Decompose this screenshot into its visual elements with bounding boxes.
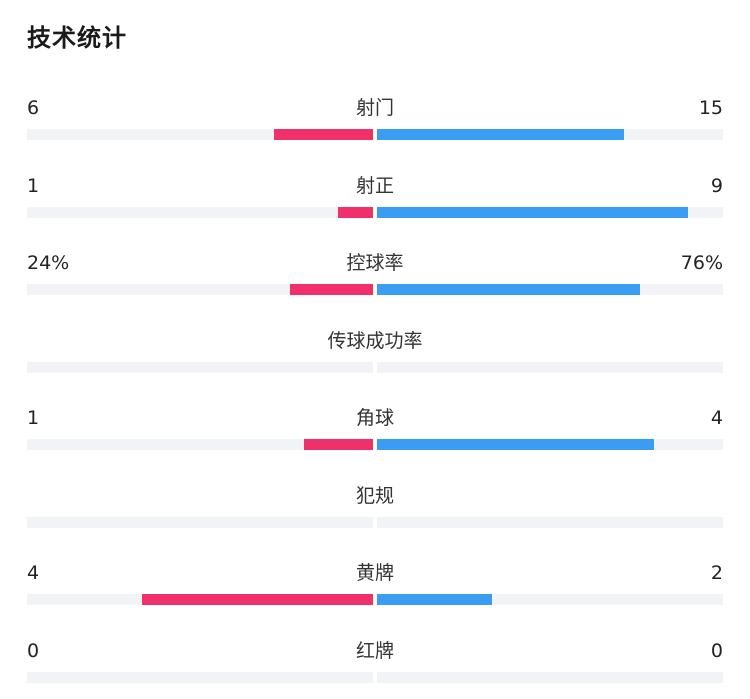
home-bar <box>338 207 373 218</box>
away-track <box>377 439 723 450</box>
away-value: 2 <box>710 562 723 584</box>
stat-label: 红牌 <box>355 640 394 662</box>
away-bar <box>377 594 492 605</box>
away-bar <box>377 284 640 295</box>
away-track <box>377 129 723 140</box>
stat-row: 犯规 <box>0 484 750 544</box>
stat-row: 6 射门 15 <box>0 96 750 156</box>
stat-label: 犯规 <box>355 485 394 507</box>
home-track <box>27 362 373 373</box>
stat-label: 射门 <box>355 97 394 119</box>
away-value: 76% <box>680 252 723 274</box>
home-value: 1 <box>27 175 40 197</box>
home-bar <box>304 439 373 450</box>
home-value: 0 <box>27 640 40 662</box>
away-value: 0 <box>710 640 723 662</box>
home-track <box>27 284 373 295</box>
stat-label: 角球 <box>355 407 394 429</box>
page-title: 技术统计 <box>27 24 127 52</box>
home-track <box>27 594 373 605</box>
stat-row: 0 红牌 0 <box>0 639 750 699</box>
stat-label: 传球成功率 <box>327 330 423 352</box>
away-bar <box>377 207 688 218</box>
away-track <box>377 362 723 373</box>
home-bar <box>142 594 373 605</box>
home-track <box>27 672 373 683</box>
home-track <box>27 207 373 218</box>
stat-label: 黄牌 <box>355 562 394 584</box>
away-bar <box>377 129 624 140</box>
away-track <box>377 672 723 683</box>
away-track <box>377 517 723 528</box>
home-value: 6 <box>27 97 40 119</box>
away-track <box>377 284 723 295</box>
stat-row: 1 射正 9 <box>0 174 750 234</box>
stat-row: 4 黄牌 2 <box>0 561 750 621</box>
away-bar <box>377 439 654 450</box>
away-value: 15 <box>698 97 723 119</box>
away-value: 4 <box>710 407 723 429</box>
home-bar <box>274 129 373 140</box>
away-track <box>377 207 723 218</box>
home-value: 4 <box>27 562 40 584</box>
home-value: 1 <box>27 407 40 429</box>
home-bar <box>290 284 373 295</box>
stat-row: 1 角球 4 <box>0 406 750 466</box>
home-track <box>27 517 373 528</box>
home-value: 24% <box>27 252 70 274</box>
stat-label: 控球率 <box>346 252 404 274</box>
home-track <box>27 129 373 140</box>
stat-row: 传球成功率 <box>0 329 750 389</box>
stat-label: 射正 <box>355 175 394 197</box>
away-track <box>377 594 723 605</box>
away-value: 9 <box>710 175 723 197</box>
home-track <box>27 439 373 450</box>
stat-row: 24% 控球率 76% <box>0 251 750 311</box>
